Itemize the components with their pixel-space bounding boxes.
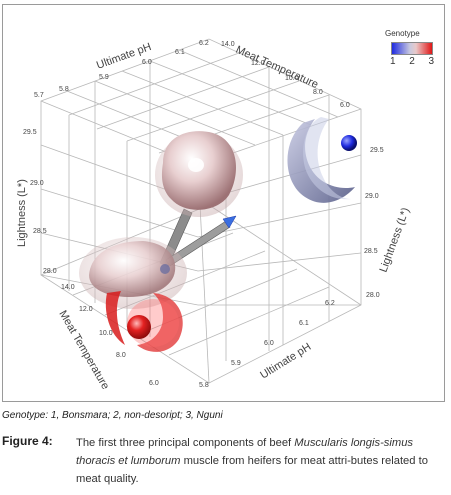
- tick-label: 8.0: [116, 352, 126, 359]
- tick-label: 29.0: [365, 193, 379, 200]
- genotype-1-centroid: [341, 135, 357, 151]
- genotype-note: Genotype: 1, Bonsmara; 2, non-desoript; …: [2, 410, 223, 421]
- legend-label-2: 2: [409, 56, 415, 67]
- tick-label: 6.0: [149, 380, 159, 387]
- axis-top-meat-temperature: Meat Temperature 14.0 12.0 10.0 8.0 6.0: [221, 41, 350, 109]
- tick-label: 28.5: [33, 228, 47, 235]
- genotype-2-upper-ellipsoid: [155, 131, 243, 217]
- tick-label: 14.0: [221, 41, 235, 48]
- tick-label: 28.5: [364, 248, 378, 255]
- tick-label: 28.0: [366, 292, 380, 299]
- tick-label: 14.0: [61, 284, 75, 291]
- axis-label-lightness-left: Lightness (L*): [16, 179, 28, 247]
- tick-label: 5.7: [34, 92, 44, 99]
- genotype-3-centroid: [127, 315, 151, 339]
- caption-text: The first three principal components of …: [76, 434, 444, 488]
- tick-label: 10.0: [285, 75, 299, 82]
- axis-top-ultimate-ph: Ultimate pH 5.7 5.8 5.9 6.0 6.1 6.2: [34, 40, 209, 99]
- tick-label: 8.0: [313, 89, 323, 96]
- axis-label-meat-temperature-bottom: Meat Temperature: [56, 309, 111, 392]
- tick-label: 10.0: [99, 330, 113, 337]
- tick-label: 6.0: [340, 102, 350, 109]
- axis-right-lightness: Lightness (L*) 29.5 29.0 28.5 28.0: [364, 147, 412, 299]
- caption-muscle-name: Muscularis longis-simus thoracis et lumb…: [76, 437, 414, 467]
- legend-label-3: 3: [428, 56, 434, 67]
- genotype-1-ellipsoid: [287, 117, 357, 203]
- figure-label: Figure 4:: [2, 434, 53, 448]
- caption-suffix: muscle from heifers for meat attri-butes…: [76, 455, 428, 485]
- legend-label-1: 1: [390, 56, 396, 67]
- tick-label: 6.1: [175, 49, 185, 56]
- tick-label: 6.0: [142, 59, 152, 66]
- tick-label: 5.9: [99, 74, 109, 81]
- legend-title: Genotype: [385, 29, 420, 38]
- tick-label: 5.9: [231, 360, 241, 367]
- tick-label: 6.0: [264, 340, 274, 347]
- genotype-2-lower-ellipsoid: [79, 237, 187, 309]
- tick-label: 12.0: [79, 306, 93, 313]
- principal-components-3d-plot: Ultimate pH 5.7 5.8 5.9 6.0 6.1 6.2 Meat…: [16, 38, 412, 392]
- axis-left-lightness: Lightness (L*) 29.5 29.0 28.5 28.0: [16, 129, 57, 275]
- legend-color-scale: [391, 42, 433, 55]
- tick-label: 29.5: [23, 129, 37, 136]
- caption-prefix: The first three principal components of …: [76, 437, 295, 449]
- axis-label-meat-temperature-top: Meat Temperature: [234, 44, 320, 91]
- tick-label: 12.0: [251, 60, 265, 67]
- genotype-3-ellipsoid: [105, 291, 183, 352]
- tick-label: 28.0: [43, 268, 57, 275]
- tick-label: 29.0: [30, 180, 44, 187]
- tick-label: 29.5: [370, 147, 384, 154]
- tick-label: 6.1: [299, 320, 309, 327]
- figure-frame: Ultimate pH 5.7 5.8 5.9 6.0 6.1 6.2 Meat…: [2, 4, 445, 402]
- genotype-legend: Genotype 1 2 3: [377, 27, 439, 73]
- axis-label-lightness-right: Lightness (L*): [378, 206, 412, 274]
- tick-label: 5.8: [59, 86, 69, 93]
- axis-label-ultimate-ph-top: Ultimate pH: [95, 41, 153, 72]
- tick-label: 6.2: [199, 40, 209, 47]
- legend-labels: 1 2 3: [390, 56, 434, 67]
- tick-label: 6.2: [325, 300, 335, 307]
- tick-label: 5.8: [199, 382, 209, 389]
